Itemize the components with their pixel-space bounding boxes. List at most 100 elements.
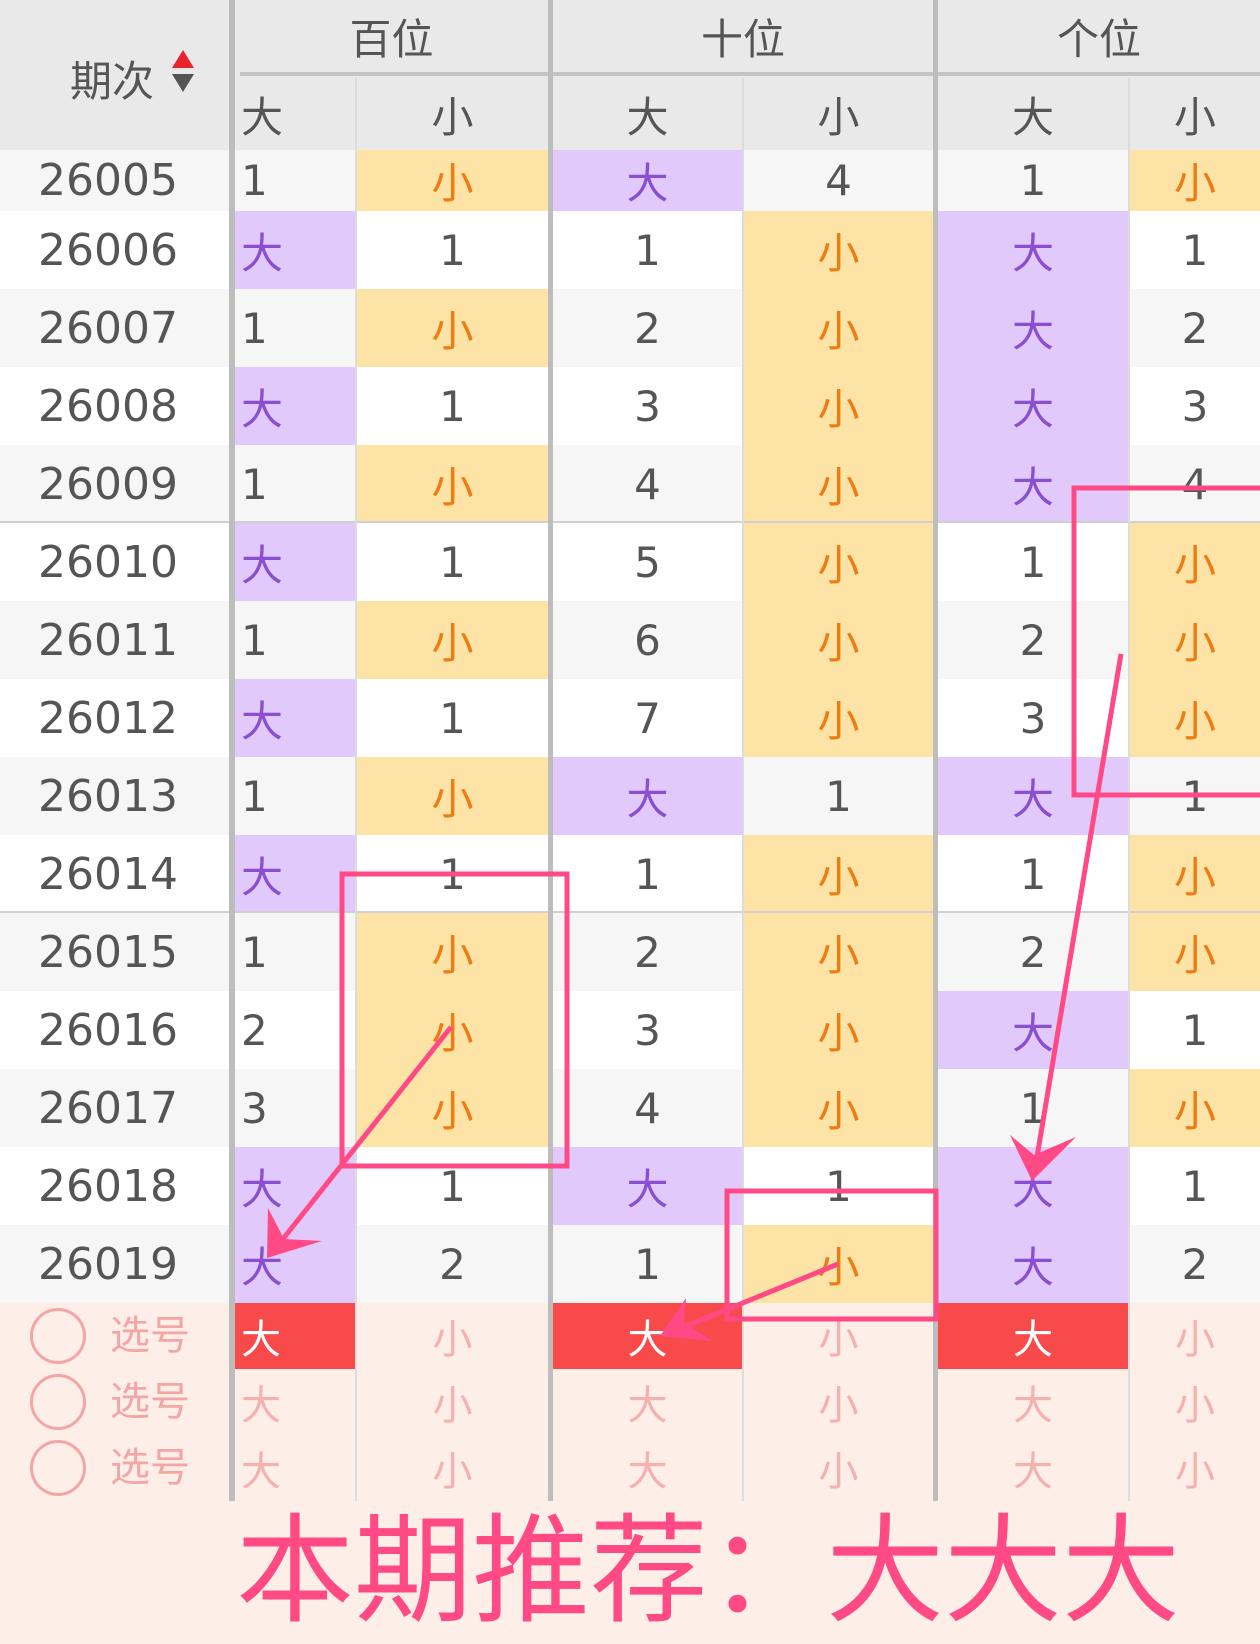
miss-count-cell: 1 [1181,1161,1209,1211]
pick-small-button[interactable]: 小 [818,1383,859,1429]
miss-count-cell: 1 [241,615,268,665]
miss-count-cell: 1 [1181,771,1209,821]
miss-count-cell: 1 [634,1239,661,1289]
pick-big-button[interactable]: 大 [627,1449,668,1495]
small-cell: 小 [744,289,933,367]
pick-small-button[interactable]: 小 [1175,1317,1215,1363]
miss-count-cell: 7 [634,693,661,743]
small-cell: 小 [1130,523,1260,601]
pick-small-button[interactable]: 小 [432,1383,473,1429]
small-cell: 小 [744,445,933,523]
big-cell: 大 [235,835,355,913]
select-label: 选号 [110,1313,190,1359]
pick-big-button[interactable]: 大 [241,1383,281,1429]
table-row [0,523,1260,601]
small-cell: 小 [357,289,548,367]
small-header: 小 [357,78,548,150]
pick-big-button[interactable]: 大 [1013,1383,1053,1429]
pick-big-button[interactable]: 大 [1013,1449,1053,1495]
small-cell: 小 [744,601,933,679]
period-cell: 26012 [38,692,178,744]
group-header: 十位 [553,0,933,72]
miss-count-cell: 1 [439,537,466,587]
miss-count-cell: 3 [241,1083,268,1133]
radio-button[interactable] [30,1440,86,1496]
pick-small-button[interactable]: 小 [818,1449,859,1495]
pick-big-button[interactable]: 大 [241,1449,281,1495]
pick-small-button[interactable]: 小 [432,1317,473,1363]
big-cell: 大 [553,1147,742,1225]
big-cell: 大 [938,211,1128,289]
radio-button[interactable] [30,1374,86,1430]
period-cell: 26008 [38,380,178,432]
miss-count-cell: 6 [634,615,661,665]
big-cell: 大 [235,1225,355,1303]
miss-count-cell: 3 [1181,381,1209,431]
radio-button[interactable] [30,1308,86,1364]
miss-count-cell: 3 [634,1005,661,1055]
miss-count-cell: 1 [1019,156,1047,205]
column-divider [933,0,938,1501]
small-cell: 小 [357,991,548,1069]
miss-count-cell: 1 [439,225,466,275]
big-cell: 大 [553,757,742,835]
group-divider [0,911,1260,914]
small-cell: 小 [744,679,933,757]
miss-count-cell: 4 [634,1083,661,1133]
miss-count-cell: 1 [1019,537,1047,587]
miss-count-cell: 1 [241,303,268,353]
column-divider [229,0,235,1501]
miss-count-cell: 1 [1019,849,1047,899]
small-cell: 小 [357,445,548,523]
miss-count-cell: 2 [439,1239,466,1289]
period-cell: 26015 [38,926,178,978]
miss-count-cell: 4 [1181,459,1209,509]
header-divider [240,72,1260,76]
big-header: 大 [235,78,355,150]
big-header: 大 [553,78,742,150]
small-cell: 小 [357,757,548,835]
period-cell: 26005 [38,155,178,206]
pick-small-button[interactable]: 小 [432,1449,473,1495]
miss-count-cell: 2 [1181,1239,1209,1289]
miss-count-cell: 1 [825,1161,852,1211]
period-cell: 26016 [38,1004,178,1056]
pick-big-button[interactable]: 大 [627,1383,668,1429]
pick-small-button[interactable]: 小 [1175,1449,1215,1495]
big-cell: 大 [938,289,1128,367]
small-cell: 小 [1130,601,1260,679]
miss-count-cell: 1 [825,771,852,821]
big-cell: 大 [235,1147,355,1225]
miss-count-cell: 2 [1019,615,1047,665]
column-divider [742,78,744,1501]
selection-row [0,1369,1260,1435]
big-cell: 大 [938,757,1128,835]
miss-count-cell: 1 [439,849,466,899]
miss-count-cell: 1 [439,1161,466,1211]
pick-big-button[interactable]: 大 [553,1303,742,1369]
miss-count-cell: 1 [439,693,466,743]
big-cell: 大 [235,523,355,601]
miss-count-cell: 1 [1019,1083,1047,1133]
small-cell: 小 [357,913,548,991]
period-header[interactable]: 期次 [70,57,155,106]
small-cell: 小 [744,367,933,445]
miss-count-cell: 1 [241,927,268,977]
big-cell: 大 [938,1225,1128,1303]
pick-small-button[interactable]: 小 [1175,1383,1215,1429]
miss-count-cell: 1 [241,771,268,821]
pick-big-button[interactable]: 大 [235,1303,355,1369]
small-cell: 小 [1130,679,1260,757]
miss-count-cell: 2 [634,927,661,977]
sort-up-down-icon[interactable] [172,50,194,94]
period-cell: 26007 [38,302,178,354]
small-cell: 小 [357,601,548,679]
miss-count-cell: 1 [1181,1005,1209,1055]
big-header: 大 [938,78,1128,150]
period-cell: 26013 [38,770,178,822]
pick-small-button[interactable]: 小 [818,1317,859,1363]
period-cell: 26018 [38,1160,178,1212]
miss-count-cell: 1 [1181,225,1209,275]
miss-count-cell: 2 [241,1005,268,1055]
pick-big-button[interactable]: 大 [938,1303,1128,1369]
